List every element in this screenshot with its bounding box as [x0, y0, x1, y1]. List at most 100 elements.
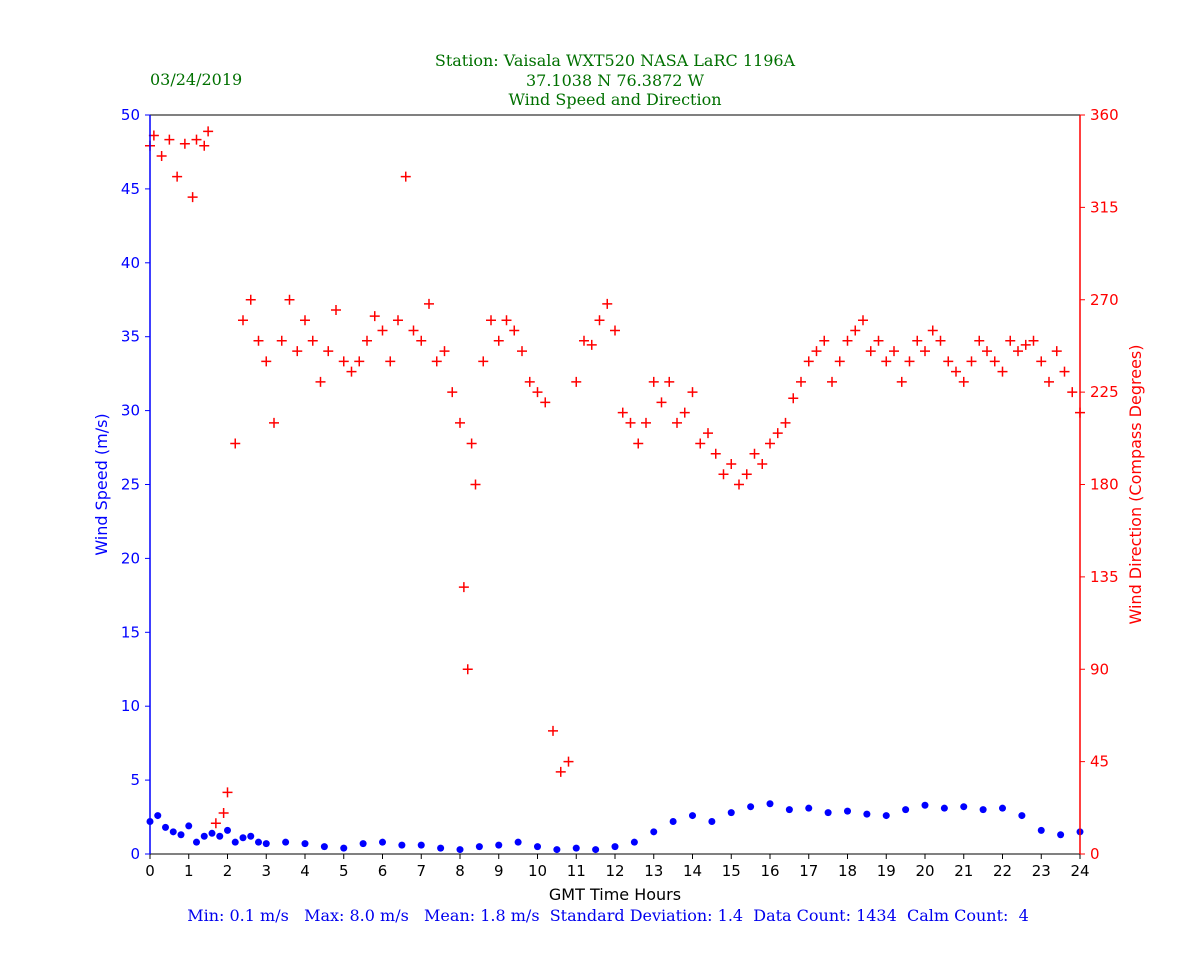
direction-point: [458, 582, 469, 593]
direction-point: [548, 725, 558, 736]
y-tick-label: 45: [121, 180, 140, 198]
direction-point: [788, 393, 799, 404]
y2-tick-label: 315: [1090, 198, 1119, 216]
direction-point: [726, 458, 737, 469]
direction-point: [470, 479, 481, 490]
x-tick-label: 4: [300, 862, 310, 880]
direction-point: [447, 387, 458, 398]
direction-point: [1051, 346, 1062, 357]
x-tick-label: 16: [760, 862, 779, 880]
x-tick-label: 19: [877, 862, 896, 880]
y2-tick-label: 360: [1090, 106, 1119, 124]
direction-point: [927, 325, 938, 336]
speed-point: [247, 832, 255, 840]
direction-point: [532, 387, 543, 398]
x-tick-label: 3: [261, 862, 271, 880]
speed-point: [169, 828, 177, 836]
direction-point: [501, 315, 512, 326]
direction-point: [1067, 387, 1078, 398]
direction-point: [338, 356, 349, 367]
direction-point: [641, 417, 651, 428]
direction-point: [156, 151, 167, 162]
x-tick-label: 21: [954, 862, 973, 880]
direction-point: [586, 339, 597, 350]
speed-point: [747, 803, 755, 811]
direction-point: [633, 438, 644, 449]
direction-point: [803, 356, 814, 367]
direction-point: [881, 356, 892, 367]
speed-point: [208, 829, 216, 837]
direction-point: [493, 335, 504, 346]
direction-point: [997, 366, 1008, 377]
direction-point: [912, 335, 923, 346]
direction-point: [362, 335, 372, 346]
direction-point: [982, 346, 992, 357]
x-tick-label: 2: [223, 862, 233, 880]
speed-point: [766, 800, 774, 808]
direction-point: [323, 346, 334, 357]
speed-point: [495, 841, 503, 849]
speed-point: [630, 838, 638, 846]
direction-point: [904, 356, 915, 367]
direction-point: [648, 376, 659, 387]
speed-point: [475, 843, 483, 851]
direction-point: [191, 134, 202, 145]
direction-point: [1044, 376, 1054, 387]
x-tick-label: 5: [339, 862, 349, 880]
x-tick-label: 13: [644, 862, 663, 880]
direction-point: [679, 407, 690, 418]
direction-point: [1036, 356, 1047, 367]
speed-point: [785, 806, 793, 814]
direction-point: [749, 448, 760, 459]
speed-point: [727, 809, 735, 817]
direction-point: [935, 335, 946, 346]
direction-point: [734, 479, 744, 490]
speed-point: [398, 841, 406, 849]
speed-point: [592, 846, 600, 854]
station-coordinates: 37.1038 N 76.3872 W: [525, 71, 705, 90]
direction-point: [958, 376, 969, 387]
speed-point: [650, 828, 658, 836]
direction-point: [718, 469, 729, 480]
direction-point: [842, 335, 853, 346]
date-label: 03/24/2019: [150, 70, 243, 89]
direction-point: [385, 356, 396, 367]
direction-point: [400, 171, 411, 182]
speed-point: [200, 832, 208, 840]
direction-point: [172, 171, 183, 182]
direction-point: [408, 325, 419, 336]
direction-point: [571, 376, 582, 387]
speed-point: [154, 812, 162, 820]
speed-point: [185, 822, 193, 830]
direction-point: [889, 346, 899, 357]
y-tick-label: 20: [121, 549, 140, 567]
direction-point: [179, 138, 190, 149]
speed-point: [1018, 812, 1026, 820]
direction-point: [540, 397, 551, 408]
direction-point: [230, 438, 241, 449]
direction-point: [292, 346, 303, 357]
y-tick-label: 0: [130, 845, 140, 863]
direction-point: [300, 315, 310, 326]
direction-point: [261, 356, 272, 367]
direction-point: [431, 356, 442, 367]
direction-point: [369, 311, 380, 322]
direction-point: [486, 315, 496, 326]
y-axis-label: Wind Speed (m/s): [92, 413, 111, 555]
direction-point: [377, 325, 388, 336]
direction-point: [346, 366, 357, 377]
direction-point: [203, 126, 214, 137]
y2-axis-label: Wind Direction (Compass Degrees): [1126, 345, 1145, 625]
y-tick-label: 30: [121, 402, 140, 420]
plot-frame: [149, 114, 1081, 855]
direction-point: [416, 335, 427, 346]
x-tick-label: 17: [799, 862, 818, 880]
direction-point: [269, 417, 279, 428]
direction-point: [276, 335, 287, 346]
direction-point: [865, 346, 876, 357]
speed-point: [359, 840, 367, 848]
x-tick-label: 15: [722, 862, 741, 880]
speed-point: [979, 806, 987, 814]
data-marks: [145, 126, 1085, 854]
